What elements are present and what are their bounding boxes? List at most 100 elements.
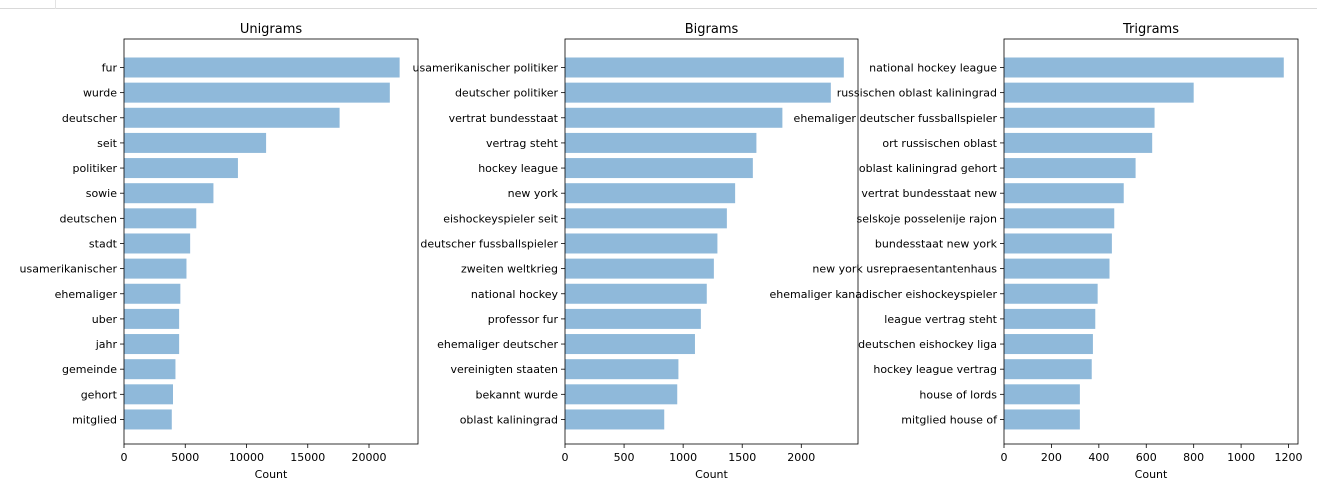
bar [1004,208,1115,229]
x-tick-label: 0 [121,451,128,464]
y-tick-label: vertrag steht [486,137,559,150]
bar [565,183,736,204]
header-tick [55,0,56,9]
axes-frame [1003,38,1299,445]
bar [1004,183,1124,204]
y-tick-label: vertrat bundesstaat [449,112,559,125]
bar [1004,158,1136,179]
y-tick-label: deutschen [59,212,117,225]
bar [1004,359,1092,380]
bar [1004,334,1093,355]
y-tick-label: professor fur [488,313,559,326]
x-tick-label: 400 [1088,451,1109,464]
y-tick-label: oblast kaliningrad gehort [859,162,998,175]
y-tick-label: ehemaliger deutscher [437,338,558,351]
y-tick-label: stadt [89,237,118,250]
x-tick-label: 600 [1136,451,1157,464]
y-tick-label: mitglied house of [901,413,998,426]
y-tick-label: hockey league [478,162,558,175]
x-tick-label: 1000 [1227,451,1255,464]
y-tick-label: seit [97,137,118,150]
bar [565,132,757,153]
bar [1004,308,1096,329]
chart-title: Bigrams [685,22,739,37]
y-tick-label: uber [92,313,118,326]
x-tick-label: 2000 [787,451,815,464]
bar [565,359,679,380]
bar [1004,233,1112,254]
y-tick-label: wurde [83,87,117,100]
bar [565,158,753,179]
x-tick-label: 20000 [352,451,387,464]
bar [1004,57,1284,78]
x-tick-label: 800 [1183,451,1204,464]
bar [124,107,340,128]
notebook-output-header [0,0,1317,10]
bar [1004,107,1155,128]
y-tick-label: russischen oblast kaliningrad [837,87,997,100]
chart-title: Unigrams [240,22,303,37]
header-divider [0,8,1317,9]
bar [1004,132,1153,153]
bar [565,258,714,279]
y-tick-label: mitglied [72,413,117,426]
x-tick-label: 200 [1041,451,1062,464]
x-tick-label: 1500 [728,451,756,464]
bar [124,258,187,279]
bar [1004,384,1080,405]
y-tick-label: eishockeyspieler seit [443,212,558,225]
y-tick-label: deutschen eishockey liga [858,338,997,351]
y-tick-label: hockey league vertrag [873,363,997,376]
x-tick-label: 10000 [229,451,264,464]
bar [565,384,678,405]
y-tick-label: gehort [81,388,118,401]
y-tick-label: ehemaliger kanadischer eishockeyspieler [770,288,998,301]
y-tick-label: bekannt wurde [476,388,559,401]
bar [565,308,701,329]
y-tick-label: usamerikanischer politiker [413,62,559,75]
x-axis-label: Count [255,468,288,480]
bar [124,409,172,430]
bar [565,283,707,304]
bar [565,107,783,128]
y-tick-label: deutscher politiker [455,87,559,100]
chart-title: Trigrams [1122,22,1179,37]
bar [124,183,214,204]
bar [124,308,180,329]
bar [565,334,695,355]
bar [124,384,173,405]
y-tick-label: deutscher fussballspieler [420,237,558,250]
x-tick-label: 1200 [1275,451,1303,464]
axes-frame [564,38,859,445]
x-axis-label: Count [1135,468,1168,480]
bar [565,409,665,430]
bar [124,359,176,380]
bar [124,57,400,78]
y-tick-label: ehemaliger [55,288,118,301]
y-tick-label: selskoje posselenije rajon [857,212,997,225]
bar [1004,283,1098,304]
x-tick-label: 15000 [290,451,325,464]
y-tick-label: deutscher [62,112,118,125]
y-tick-label: vereinigten staaten [450,363,558,376]
y-tick-label: bundesstaat new york [875,237,998,250]
x-tick-label: 500 [614,451,635,464]
y-tick-label: league vertrag steht [884,313,997,326]
y-tick-label: ort russischen oblast [882,137,997,150]
bar [124,334,180,355]
y-tick-label: new york [508,187,559,200]
y-tick-label: national hockey [471,288,559,301]
bar [1004,82,1194,103]
bar [1004,258,1110,279]
axes-frame [123,38,419,445]
y-tick-label: jahr [95,338,118,351]
y-tick-label: gemeinde [62,363,117,376]
bar [1004,409,1080,430]
y-tick-label: oblast kaliningrad [460,413,558,426]
y-tick-label: fur [102,62,118,75]
y-tick-label: sowie [86,187,118,200]
bar [124,233,191,254]
y-tick-label: ehemaliger deutscher fussballspieler [794,112,998,125]
x-tick-label: 1000 [669,451,697,464]
